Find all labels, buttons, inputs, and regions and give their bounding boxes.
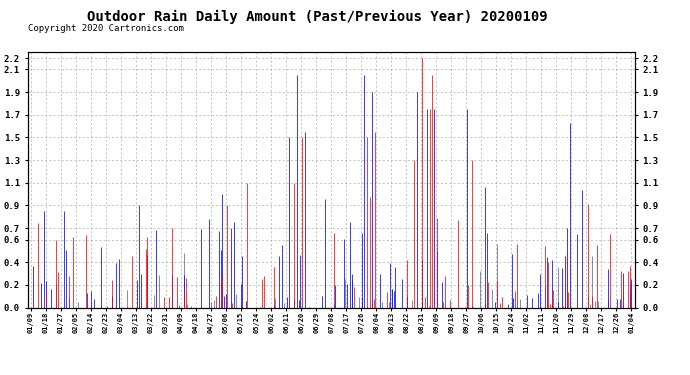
Text: Previous  (Inches): Previous (Inches) — [443, 17, 533, 26]
Text: Outdoor Rain Daily Amount (Past/Previous Year) 20200109: Outdoor Rain Daily Amount (Past/Previous… — [87, 9, 548, 24]
Text: Past  (Inches): Past (Inches) — [567, 17, 637, 26]
Text: Copyright 2020 Cartronics.com: Copyright 2020 Cartronics.com — [28, 24, 184, 33]
